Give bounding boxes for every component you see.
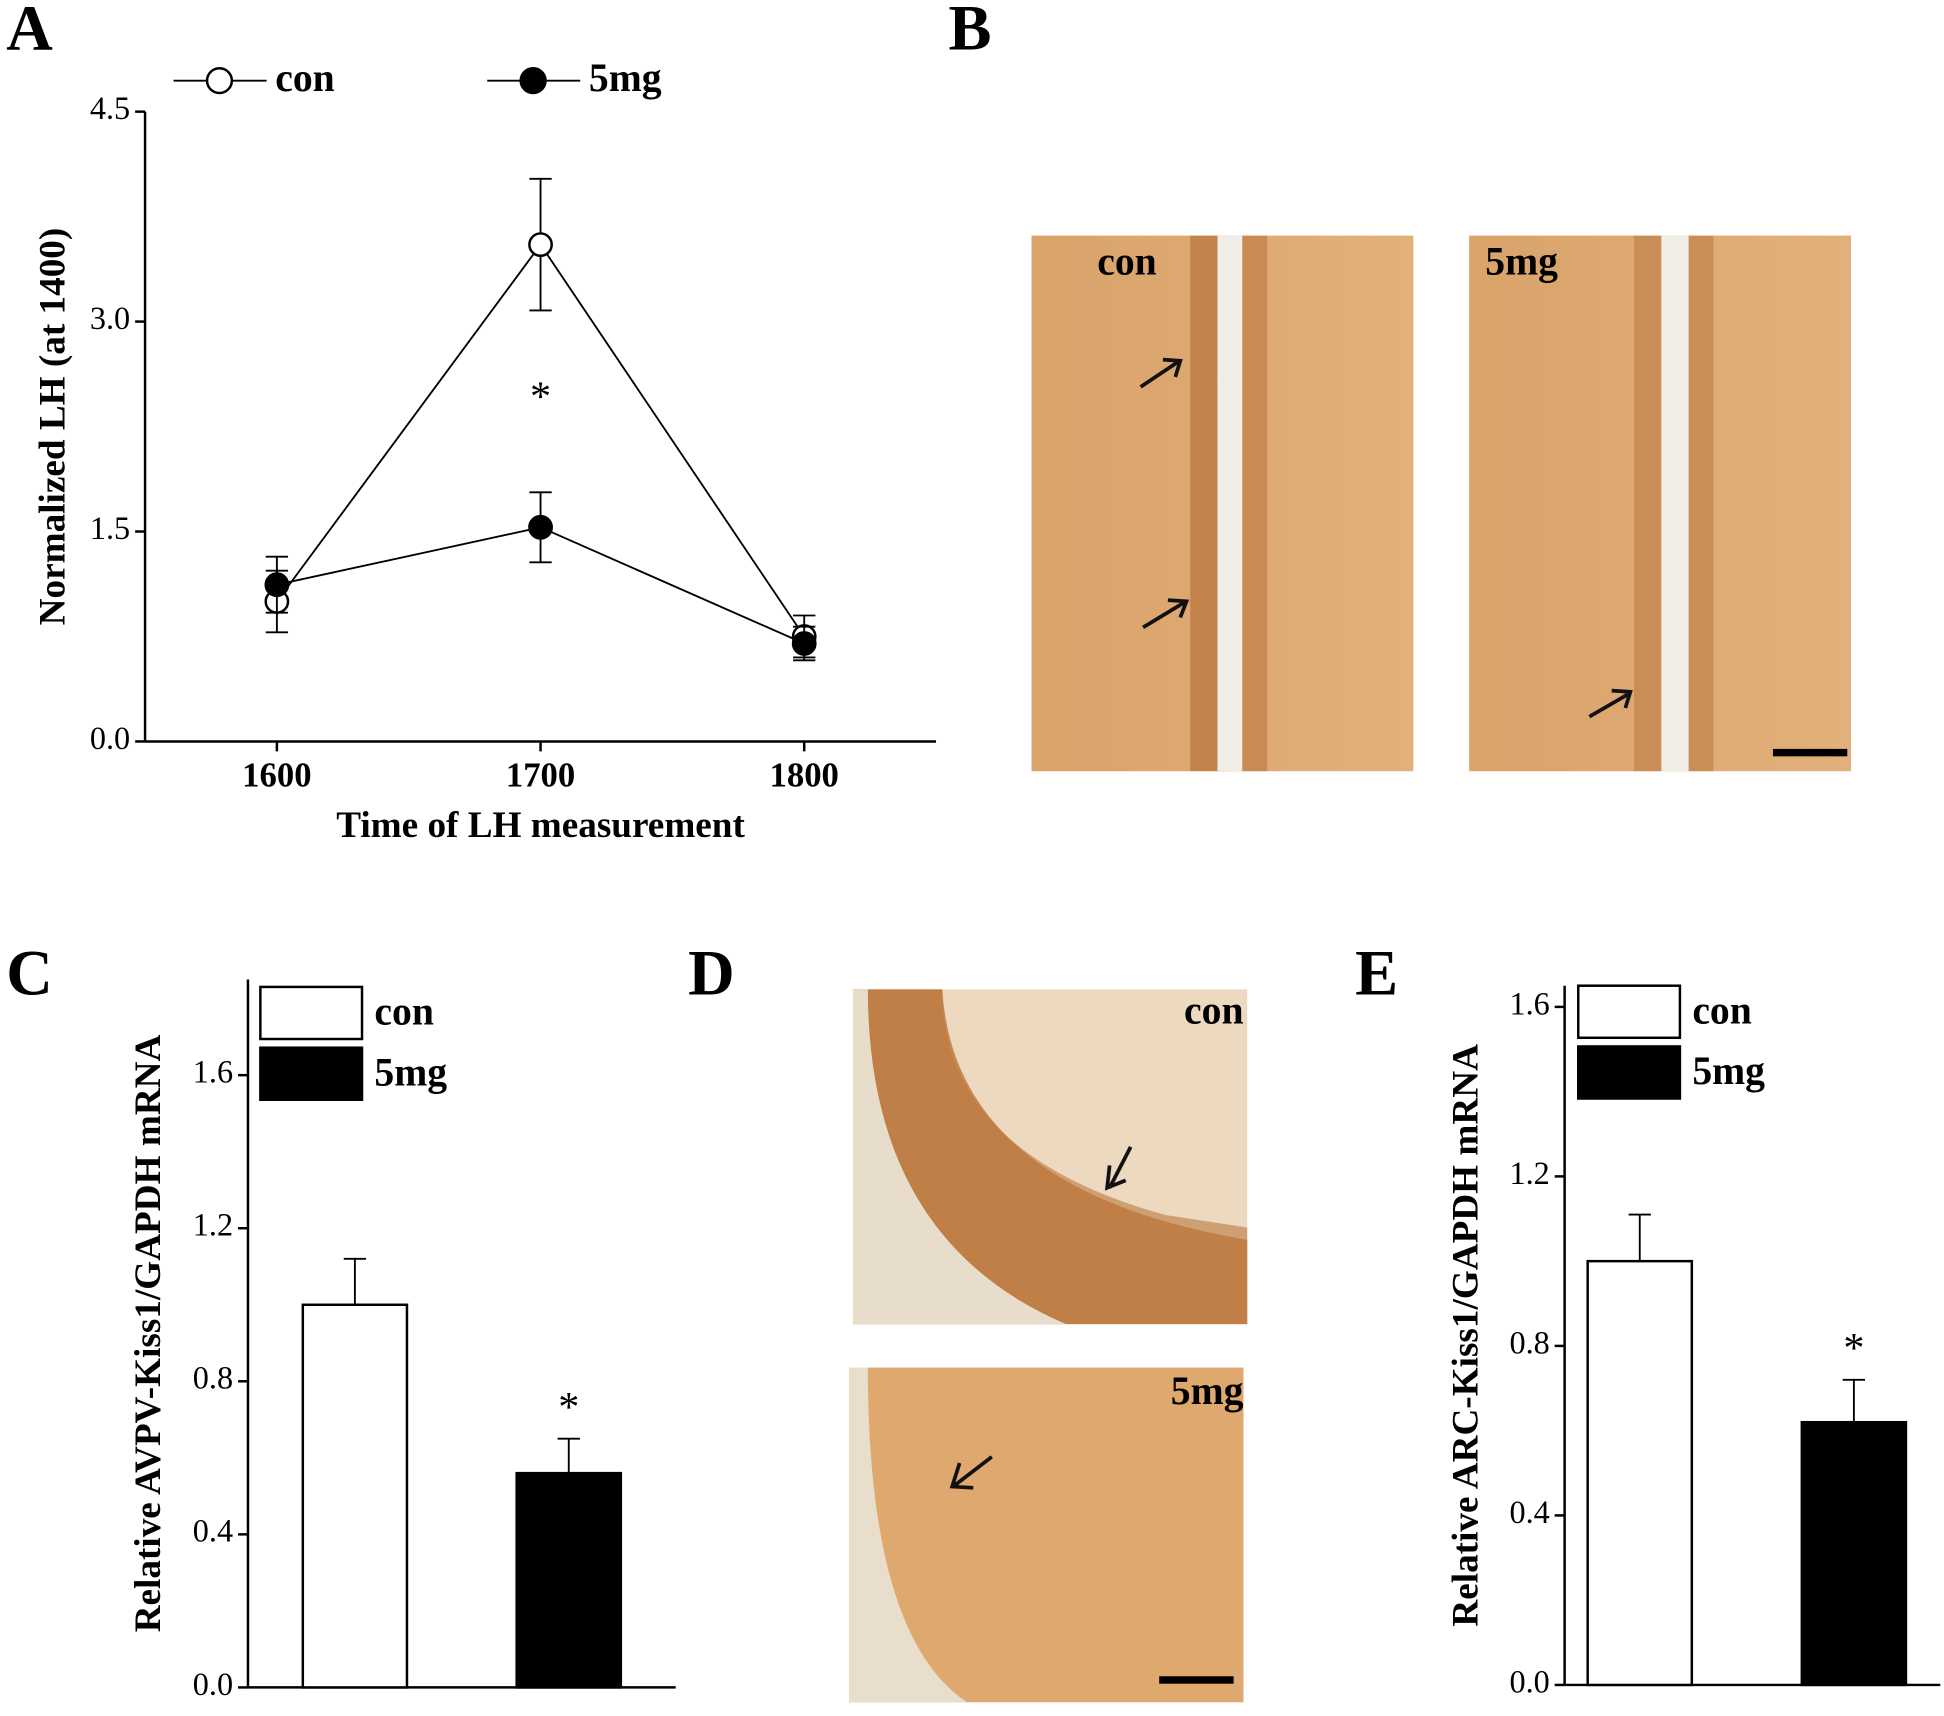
y-tick-label: 3.0 (90, 300, 130, 336)
legend-marker (205, 67, 234, 95)
error-bar (1628, 1213, 1651, 1262)
panel-letter: C (6, 937, 53, 1008)
image-label: 5mg (1485, 239, 1558, 283)
point (264, 572, 290, 598)
y-tick-label: 0.0 (1509, 1663, 1549, 1699)
x-axis-label: Time of LH measurement (336, 805, 745, 846)
y-tick-label: 1.6 (193, 1054, 233, 1090)
y-tick-label: 0.8 (1509, 1324, 1549, 1360)
y-axis-label: Relative ARC-Kiss1/GAPDH mRNA (1446, 1044, 1487, 1627)
point (528, 232, 553, 258)
legend-label: 5mg (589, 56, 662, 100)
bar (515, 1471, 623, 1689)
image-label: con (1184, 988, 1243, 1032)
annotation: * (558, 1384, 579, 1431)
y-axis-label: Normalized LH (at 1400) (32, 228, 73, 626)
legend-label: con (275, 56, 334, 100)
annotation: * (530, 374, 551, 421)
error-bar (557, 1437, 580, 1474)
y-tick-label: 0.0 (193, 1666, 233, 1702)
image-label: con (1097, 239, 1156, 283)
legend-label: con (374, 990, 433, 1034)
y-tick-label: 0.8 (193, 1360, 233, 1396)
legend-label: con (1692, 988, 1751, 1032)
y-tick-label: 4.5 (90, 90, 130, 126)
error-bar (343, 1257, 367, 1305)
image-label: 5mg (1171, 1369, 1244, 1413)
micrograph-b (1031, 235, 1852, 772)
x-tick-label: 1600 (242, 756, 311, 795)
error-bar (1842, 1378, 1866, 1423)
panel-letter: A (6, 0, 53, 64)
point (791, 631, 817, 656)
bar (1586, 1259, 1694, 1687)
point (528, 514, 553, 540)
legend-swatch (1577, 984, 1682, 1040)
annotation: * (1843, 1325, 1864, 1372)
panel-letter: B (948, 0, 991, 64)
y-tick-label: 0.4 (1509, 1494, 1549, 1530)
y-tick-label: 0.4 (193, 1513, 233, 1549)
legend-label: 5mg (1692, 1049, 1765, 1093)
bar (1800, 1420, 1908, 1687)
y-tick-label: 1.2 (193, 1207, 233, 1243)
micrograph-d (849, 989, 1248, 1703)
y-tick-label: 1.5 (90, 510, 130, 546)
panel-letter: D (688, 937, 735, 1008)
legend-swatch (259, 985, 364, 1041)
x-tick-label: 1800 (770, 756, 839, 795)
legend-swatch (259, 1046, 364, 1102)
y-tick-label: 0.0 (90, 720, 130, 756)
x-tick-label: 1700 (506, 756, 575, 795)
y-tick-label: 1.6 (1509, 985, 1549, 1021)
bar (301, 1303, 409, 1689)
legend-swatch (1577, 1045, 1682, 1100)
legend-marker (519, 67, 547, 95)
y-axis-label: Relative AVPV-Kiss1/GAPDH mRNA (128, 1034, 169, 1632)
y-tick-label: 1.2 (1509, 1155, 1549, 1191)
panel-letter: E (1355, 937, 1398, 1008)
legend-label: 5mg (374, 1050, 447, 1094)
